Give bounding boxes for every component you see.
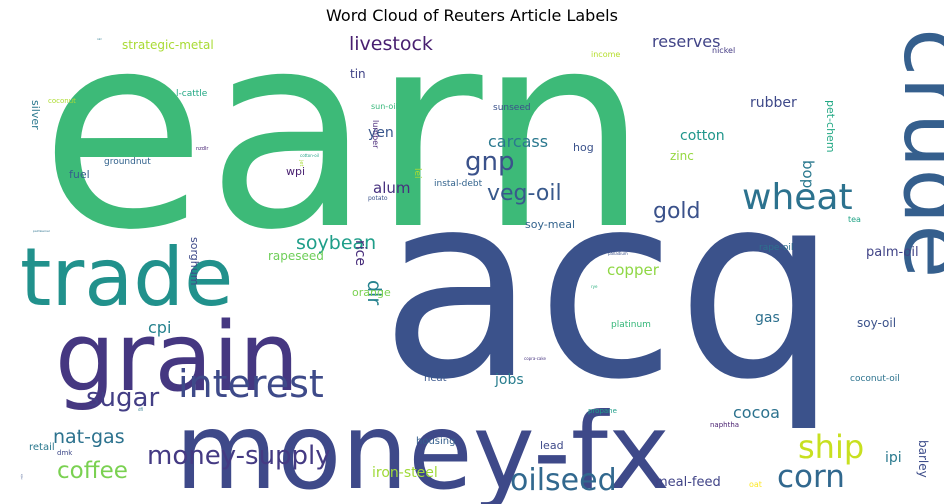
word-veg-oil: veg-oil xyxy=(487,181,562,206)
word-gas: gas xyxy=(755,310,780,326)
word-crude: crude xyxy=(884,28,944,278)
word-soybean: soybean xyxy=(296,232,376,254)
word-copra-cake: copra-cake xyxy=(524,356,547,361)
word-trade: trade xyxy=(20,231,233,324)
word-gnp: gnp xyxy=(465,147,515,177)
word-platinum: platinum xyxy=(611,320,651,330)
word-instal-debt: instal-debt xyxy=(434,179,483,189)
word-dfl: dfl xyxy=(138,407,144,412)
word-barley: barley xyxy=(916,440,930,478)
word-naphtha: naphtha xyxy=(710,421,739,429)
word-acq: acq xyxy=(380,139,838,436)
word-income: income xyxy=(591,50,620,59)
word-alum: alum xyxy=(373,179,410,197)
word-cocoa: cocoa xyxy=(733,403,780,422)
word-grain: grain xyxy=(55,303,299,413)
word-cotton-oil: cotton-oil xyxy=(300,153,319,158)
word-strategic-metal: strategic-metal xyxy=(122,38,214,52)
word-heat: heat xyxy=(424,373,447,384)
word-hog: hog xyxy=(573,141,594,154)
word-yen: yen xyxy=(368,125,394,141)
word-tea: tea xyxy=(848,215,861,224)
word-orange: orange xyxy=(352,286,391,299)
word-sun-oil: sun-oil xyxy=(371,102,398,111)
word-earn: earn xyxy=(40,0,649,289)
word-coconut-oil: coconut-oil xyxy=(850,374,900,384)
word-sorghum: sorghum xyxy=(188,237,201,285)
word-palmkernel: palmkernel xyxy=(33,229,50,233)
word-tin: tin xyxy=(350,67,366,81)
word-iron-steel: iron-steel xyxy=(372,465,438,481)
word-soy-oil: soy-oil xyxy=(857,316,896,330)
word-gold: gold xyxy=(653,199,701,224)
word-cpu: cpu xyxy=(20,474,24,480)
word-pet-chem: pet-chem xyxy=(824,100,837,153)
word-sunseed: sunseed xyxy=(493,103,531,113)
word-fuel: fuel xyxy=(69,168,90,181)
word-lumber: lumber xyxy=(371,120,380,149)
word-potato: potato xyxy=(368,195,388,202)
word-dlr: dlr xyxy=(363,280,385,305)
word-cotton: cotton xyxy=(680,128,725,144)
word-rape-oil: rape-oil xyxy=(759,243,793,253)
word-dmk: dmk xyxy=(57,449,73,457)
word-interest: interest xyxy=(178,362,324,406)
word-money-fx: money-fx xyxy=(175,391,670,504)
word-coconut: coconut xyxy=(48,97,76,105)
word-cpi: cpi xyxy=(148,318,171,337)
word-livestock: livestock xyxy=(349,33,433,55)
word-palm-oil: palm-oil xyxy=(866,245,919,260)
word-nickel: nickel xyxy=(712,46,735,55)
word-ipi: ipi xyxy=(885,450,902,466)
word-carcass: carcass xyxy=(488,132,548,151)
word-rubber: rubber xyxy=(750,95,797,111)
chart-title: Word Cloud of Reuters Article Labels xyxy=(326,6,618,25)
word-palladium: palladium xyxy=(608,251,628,256)
word-wheat: wheat xyxy=(742,177,853,218)
word-wpi: wpi xyxy=(286,165,305,178)
word-zinc: zinc xyxy=(670,149,694,163)
word-soy-meal: soy-meal xyxy=(525,218,575,231)
word-housing: housing xyxy=(416,436,455,447)
word-rye: rye xyxy=(591,284,598,289)
word-oat: oat xyxy=(749,480,762,489)
word-nkr: nkr xyxy=(97,37,103,41)
word-lei: lei xyxy=(412,168,422,179)
word-l-cattle: l-cattle xyxy=(176,89,208,99)
word-bop: bop xyxy=(799,160,817,188)
word-nzdlr: nzdlr xyxy=(196,146,209,152)
word-jet: jet xyxy=(298,159,304,166)
word-coffee: coffee xyxy=(57,458,128,484)
word-ship: ship xyxy=(798,428,864,466)
word-retail: retail xyxy=(29,442,55,453)
word-reserves: reserves xyxy=(652,32,720,51)
word-propane: propane xyxy=(588,407,617,415)
word-jobs: jobs xyxy=(494,372,524,388)
word-rice: rice xyxy=(352,240,368,266)
word-silver: silver xyxy=(29,100,42,130)
word-money-supply: money-supply xyxy=(147,441,331,471)
word-oilseed: oilseed xyxy=(510,463,617,498)
word-meal-feed: meal-feed xyxy=(655,475,721,490)
word-nat-gas: nat-gas xyxy=(53,426,125,448)
word-rapeseed: rapeseed xyxy=(268,249,324,263)
word-groundnut: groundnut xyxy=(104,157,151,167)
word-lead: lead xyxy=(540,439,564,452)
word-corn: corn xyxy=(777,459,845,495)
word-copper: copper xyxy=(607,261,660,279)
word-sugar: sugar xyxy=(86,383,159,413)
